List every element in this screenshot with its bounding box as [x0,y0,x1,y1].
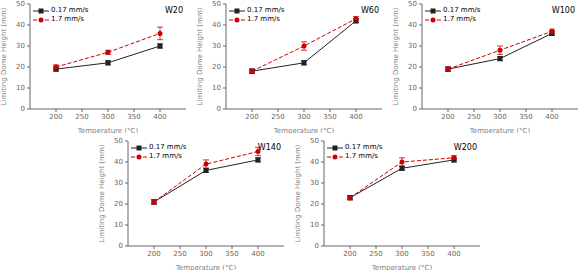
svg-text:250: 250 [173,250,186,258]
svg-text:400: 400 [153,113,166,121]
svg-text:350: 350 [323,113,336,121]
svg-text:200: 200 [245,113,258,121]
svg-text:50: 50 [310,137,319,145]
svg-text:200: 200 [343,250,356,258]
svg-text:350: 350 [519,113,532,121]
svg-text:Limiting Dome Height (mm): Limiting Dome Height (mm) [196,7,204,105]
svg-text:Temperature (°C): Temperature (°C) [175,264,237,270]
svg-text:50: 50 [212,0,221,8]
svg-text:40: 40 [114,158,123,166]
svg-text:50: 50 [114,137,123,145]
svg-text:0: 0 [315,242,319,250]
svg-text:Temperature (°C): Temperature (°C) [371,264,433,270]
svg-text:40: 40 [310,158,319,166]
svg-text:30: 30 [16,42,25,50]
html-text:W60: W60 [360,6,379,15]
svg-text:0: 0 [413,105,417,113]
svg-text:0: 0 [119,242,123,250]
html-text:1.7 mm/s: 1.7 mm/s [345,152,378,160]
svg-text:400: 400 [349,113,362,121]
svg-text:250: 250 [75,113,88,121]
svg-text:20: 20 [212,63,221,71]
svg-text:50: 50 [16,0,25,8]
svg-text:Limiting Dome Height (mm): Limiting Dome Height (mm) [98,144,106,242]
html-text:0.17 mm/s: 0.17 mm/s [247,6,285,14]
svg-text:30: 30 [114,179,123,187]
html-text:0.17 mm/s: 0.17 mm/s [443,6,481,14]
svg-text:10: 10 [310,221,319,229]
svg-text:20: 20 [310,200,319,208]
svg-text:300: 300 [493,113,506,121]
svg-text:40: 40 [408,21,417,29]
svg-text:20: 20 [114,200,123,208]
svg-text:20: 20 [408,63,417,71]
svg-text:Temperature (°C): Temperature (°C) [273,127,335,133]
svg-text:20: 20 [16,63,25,71]
svg-text:40: 40 [16,21,25,29]
svg-text:400: 400 [251,250,264,258]
svg-text:300: 300 [395,250,408,258]
svg-text:300: 300 [199,250,212,258]
svg-text:Limiting Dome Height (mm): Limiting Dome Height (mm) [294,144,302,242]
svg-text:250: 250 [271,113,284,121]
html-text:1.7 mm/s: 1.7 mm/s [247,15,280,23]
svg-text:10: 10 [16,84,25,92]
svg-text:250: 250 [369,250,382,258]
svg-text:200: 200 [49,113,62,121]
svg-text:10: 10 [408,84,417,92]
svg-text:50: 50 [408,0,417,8]
svg-text:10: 10 [114,221,123,229]
html-text:0.17 mm/s: 0.17 mm/s [345,143,383,151]
svg-text:350: 350 [127,113,140,121]
svg-text:Temperature (°C): Temperature (°C) [77,127,139,133]
svg-text:40: 40 [212,21,221,29]
svg-text:350: 350 [421,250,434,258]
svg-text:0: 0 [21,105,25,113]
svg-text:400: 400 [447,250,460,258]
svg-text:400: 400 [545,113,558,121]
svg-text:Limiting Dome Height (mm): Limiting Dome Height (mm) [392,7,400,105]
html-text:1.7 mm/s: 1.7 mm/s [443,15,476,23]
html-text:1.7 mm/s: 1.7 mm/s [149,152,182,160]
html-text:W100: W100 [551,6,575,15]
svg-text:10: 10 [212,84,221,92]
svg-text:30: 30 [310,179,319,187]
html-text:0.17 mm/s: 0.17 mm/s [51,6,89,14]
html-text:1.7 mm/s: 1.7 mm/s [51,15,84,23]
html-text:W20: W20 [164,6,183,15]
svg-text:Limiting Dome Height (mm): Limiting Dome Height (mm) [8,7,9,105]
svg-text:300: 300 [101,113,114,121]
svg-text:200: 200 [441,113,454,121]
html-text:W140: W140 [257,143,281,152]
svg-text:30: 30 [408,42,417,50]
svg-text:350: 350 [225,250,238,258]
svg-text:30: 30 [212,42,221,50]
html-text:W200: W200 [453,143,477,152]
svg-text:Temperature (°C): Temperature (°C) [469,127,531,133]
html-text:0.17 mm/s: 0.17 mm/s [149,143,187,151]
svg-text:0: 0 [217,105,221,113]
svg-text:250: 250 [467,113,480,121]
svg-text:300: 300 [297,113,310,121]
svg-text:200: 200 [147,250,160,258]
